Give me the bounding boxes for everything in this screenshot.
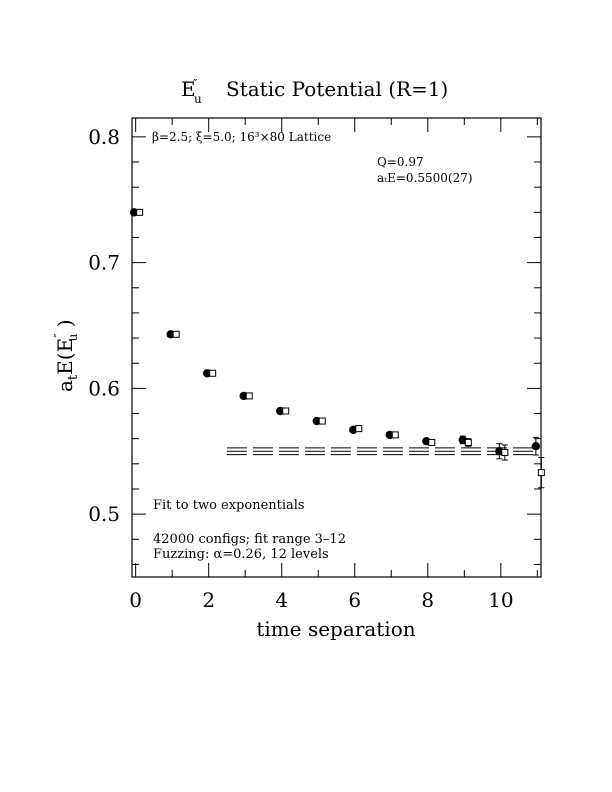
annotation-lattice: β=2.5; ξ=5.0; 16³×80 Lattice [152, 130, 331, 144]
x-tick-label: 2 [202, 588, 215, 612]
title-sup: ″ [193, 77, 198, 91]
filled-circle-point [531, 442, 541, 451]
y-tick-label: 0.8 [88, 125, 120, 149]
tick-labels: 0 2 4 6 8 10 0.5 0.6 0.7 0.8 [88, 125, 513, 612]
open-square-point [464, 438, 472, 446]
title-sub: u [194, 92, 202, 106]
title-main: E [181, 77, 196, 101]
plot-frame [131, 117, 542, 578]
chart-title: E ″ u Static Potential (R=1) [181, 77, 448, 106]
open-square-point [428, 438, 436, 446]
ylabel-prime: ″ [52, 333, 66, 338]
open-square-point [537, 469, 545, 477]
open-square-point [282, 407, 290, 415]
ylabel-e: E(E [53, 338, 77, 375]
open-square-point [355, 425, 363, 433]
open-square-point [391, 431, 399, 439]
open-square-point [172, 330, 180, 338]
annotation-configs: 42000 configs; fit range 3–12 [153, 532, 346, 547]
annotation-fuzzing: Fuzzing: α=0.26, 12 levels [153, 547, 329, 562]
open-square-point [245, 392, 253, 400]
annotation-fit-energy: aₜE=0.5500(27) [377, 171, 473, 185]
svg-text:atE(E″u ): atE(E″u ) [52, 319, 81, 392]
x-tick-label: 8 [421, 588, 434, 612]
open-square-point [501, 449, 509, 457]
ylabel-close: ) [53, 319, 77, 333]
x-tick-label: 4 [275, 588, 288, 612]
annotation-q: Q=0.97 [377, 155, 424, 169]
x-tick-label: 10 [488, 588, 513, 612]
open-square-point [209, 369, 217, 377]
open-square-point [136, 208, 144, 216]
y-tick-label: 0.7 [88, 251, 120, 275]
open-square-point [318, 417, 326, 425]
ylabel-a: a [53, 380, 77, 392]
x-tick-label: 6 [348, 588, 361, 612]
y-tick-label: 0.5 [88, 502, 120, 526]
fit-band [226, 447, 538, 456]
ylabel-t: t [66, 374, 81, 380]
x-tick-label: 0 [129, 588, 142, 612]
ylabel-u: u [66, 333, 80, 341]
axis-ticks [132, 118, 541, 577]
x-axis-label: time separation [256, 617, 415, 641]
y-tick-label: 0.6 [88, 376, 120, 400]
annotation-fit-label: Fit to two exponentials [153, 498, 305, 513]
y-axis-label: atE(E″u ) [52, 319, 81, 392]
data-points [129, 208, 545, 489]
title-rest: Static Potential (R=1) [226, 77, 448, 101]
